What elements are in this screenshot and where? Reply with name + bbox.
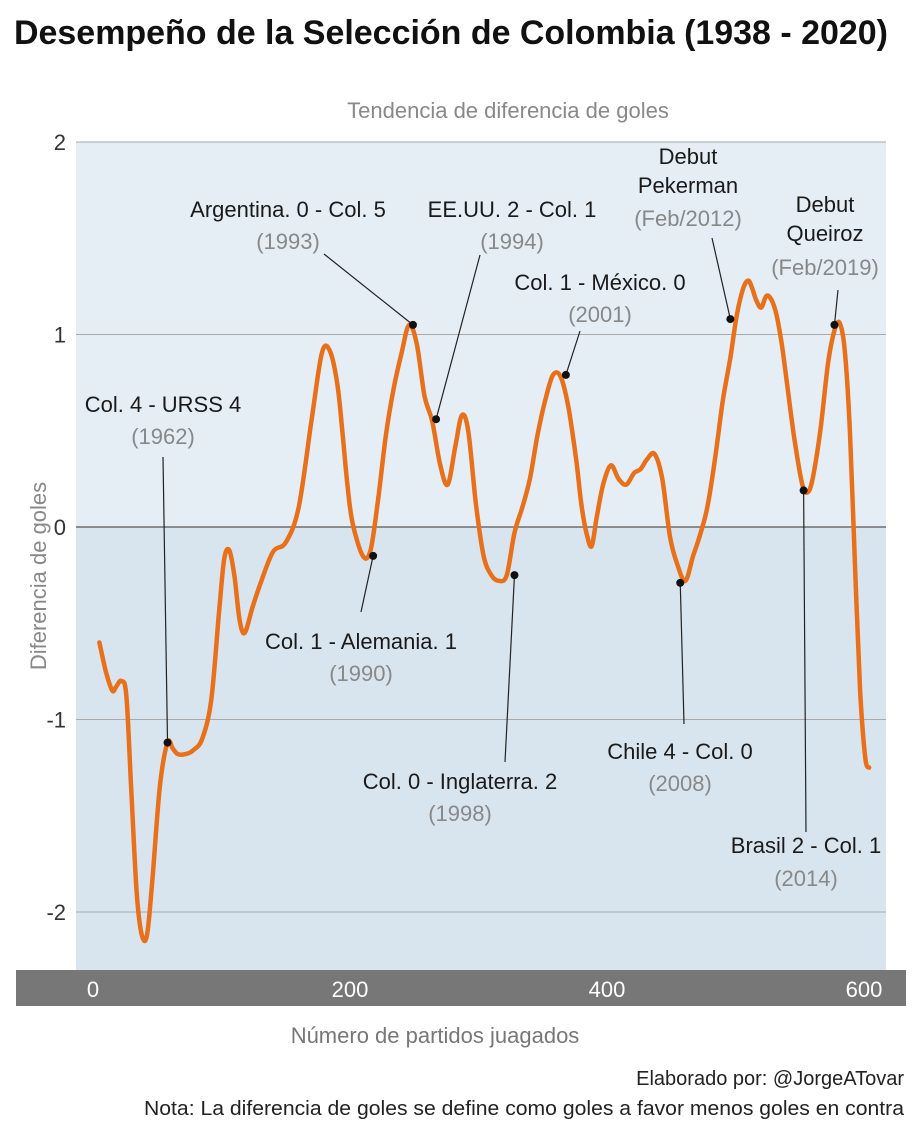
annotation-point <box>676 578 685 587</box>
annotation-point <box>408 320 417 329</box>
footer-note: Nota: La diferencia de goles se define c… <box>144 1098 905 1120</box>
y-tick-label: 1 <box>54 323 66 348</box>
annotation-leader-line <box>435 254 481 420</box>
annotation-year: (1962) <box>131 424 195 449</box>
annotation-year: (2014) <box>774 866 838 891</box>
annotation-label: Argentina. 0 - Col. 5 <box>190 197 386 222</box>
x-axis-label: Número de partidos juagados <box>291 1023 580 1048</box>
annotation-point <box>163 738 172 747</box>
annotation-leader-line <box>679 582 685 725</box>
annotation-label: Debut Pekerman <box>638 144 738 198</box>
annotation-label: Chile 4 - Col. 0 <box>607 739 753 764</box>
annotation-label: Col. 1 - México. 0 <box>514 270 685 295</box>
annotation-point <box>369 551 378 560</box>
annotation-leader-line <box>803 490 807 833</box>
annotation-year: (2001) <box>568 302 632 327</box>
footer-credit: Elaborado por: @JorgeATovar <box>636 1068 904 1090</box>
panel-negative-region <box>76 527 886 970</box>
annotation-point <box>561 370 570 379</box>
annotation-leaders <box>162 237 839 833</box>
annotation-year: (2008) <box>648 771 712 796</box>
annotation-label: EE.UU. 2 - Col. 1 <box>428 197 597 222</box>
annotation-leader-line <box>833 289 839 325</box>
y-axis-ticks: -2 -1 0 1 2 <box>46 130 66 925</box>
annotation-point <box>799 486 808 495</box>
series-line-goal-difference <box>97 278 872 944</box>
x-tick-label: 600 <box>846 977 883 1002</box>
annotation-point <box>830 320 839 329</box>
annotation-label: Debut Queiroz <box>786 192 863 246</box>
annotation-year: (1998) <box>428 801 492 826</box>
annotation-year: (1993) <box>256 229 320 254</box>
annotation-labels: Col. 4 - URSS 4 (1962) Col. 1 - Alemania. … <box>85 144 881 891</box>
annotation-leader-line <box>565 330 581 376</box>
annotation-label: Col. 0 - Inglaterra. 2 <box>363 769 557 794</box>
annotation-year: (1990) <box>329 661 393 686</box>
y-axis-label: Diferencia de goles <box>26 482 51 670</box>
y-tick-label: -2 <box>46 900 66 925</box>
annotation-leader-line <box>360 555 374 613</box>
annotation-leader-line <box>323 253 414 326</box>
annotation-leader-line <box>711 237 731 320</box>
chart-subtitle: Tendencia de diferencia de goles <box>347 98 669 123</box>
x-tick-label: 400 <box>589 977 626 1002</box>
annotation-year: (1994) <box>480 229 544 254</box>
annotation-year: (Feb/2012) <box>634 206 742 231</box>
y-tick-label: 0 <box>54 515 66 540</box>
annotation-points <box>163 315 839 747</box>
annotation-leader-line <box>504 575 516 763</box>
y-tick-label: -1 <box>46 708 66 733</box>
annotation-point <box>510 571 519 580</box>
annotation-point <box>726 315 735 324</box>
annotation-point <box>432 415 441 424</box>
chart-title: Desempeño de la Selección de Colombia (1… <box>14 14 888 52</box>
annotation-leader-line <box>162 456 169 743</box>
annotation-label: Col. 4 - URSS 4 <box>85 392 242 417</box>
x-tick-label: 200 <box>332 977 369 1002</box>
annotation-year: (Feb/2019) <box>771 255 879 280</box>
x-axis-ticks: 0 200 400 600 <box>87 977 882 1002</box>
annotation-label: Col. 1 - Alemania. 1 <box>265 629 457 654</box>
y-tick-label: 2 <box>54 130 66 155</box>
annotation-label: Brasil 2 - Col. 1 <box>731 833 881 858</box>
x-tick-label: 0 <box>87 977 99 1002</box>
x-axis-band <box>16 970 906 1006</box>
